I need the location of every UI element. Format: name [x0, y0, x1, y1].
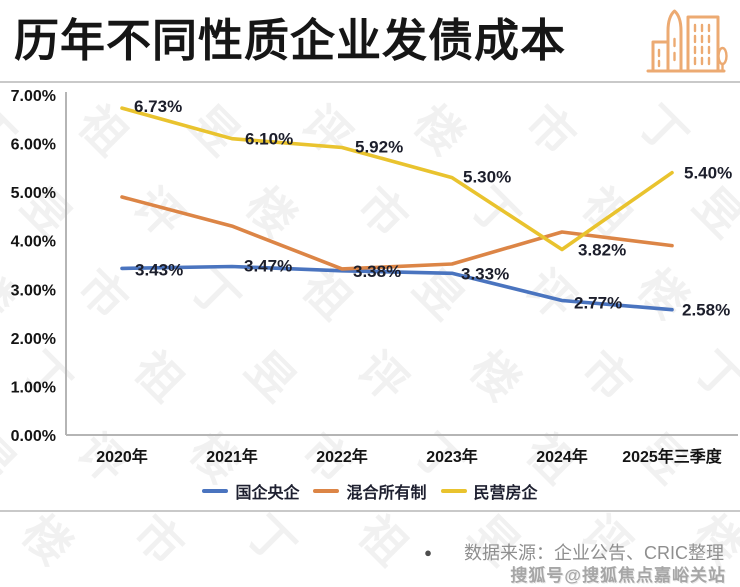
data-label: 2.58% — [682, 301, 730, 320]
sohu-watermark-text: 搜狐号@搜狐焦点嘉峪关站 — [510, 566, 726, 585]
x-axis-tick-label: 2020年 — [96, 447, 148, 466]
x-axis-tick-label: 2023年 — [426, 447, 478, 466]
y-axis-tick-label: 0.00% — [11, 428, 56, 445]
legend-label-mixed: 混合所有制 — [346, 485, 427, 502]
x-axis-tick-label: 2025年三季度 — [622, 447, 723, 466]
data-label: 3.43% — [135, 260, 183, 279]
line-chart: 7.00% 6.00% 5.00% 4.00% 3.00% 2.00% 1.00% 0.00%… — [11, 88, 738, 466]
series-line-0 — [120, 264, 674, 312]
legend-label-private: 民营房企 — [473, 485, 538, 502]
data-source-text: 数据来源：企业公告、CRIC整理 — [464, 543, 724, 563]
data-label: 3.38% — [353, 262, 401, 281]
x-axis-tick-label: 2021年 — [206, 447, 258, 466]
y-axis-tick-label: 3.00% — [11, 282, 56, 299]
bullet-icon: ● — [424, 545, 432, 560]
legend-label-soe: 国企央企 — [235, 485, 300, 502]
data-label: 6.73% — [134, 97, 182, 116]
data-label: 2.77% — [574, 293, 622, 312]
x-axis-tick-label: 2024年 — [536, 447, 588, 466]
y-axis-tick-label: 4.00% — [11, 234, 56, 251]
data-label: 5.40% — [684, 164, 732, 183]
series-line-1 — [120, 195, 674, 271]
buildings-icon-svg — [646, 9, 728, 73]
header: 历年不同性质企业发债成本 — [0, 0, 740, 81]
series-line-2 — [120, 106, 674, 252]
chart-legend: 国企央企 混合所有制 民营房企 — [0, 478, 740, 504]
data-label: 5.30% — [463, 168, 511, 187]
legend-item-mixed: 混合所有制 — [313, 479, 427, 503]
legend-swatch-mixed — [313, 489, 340, 493]
y-axis-tick-label: 6.00% — [11, 137, 56, 154]
y-axis-tick-label: 7.00% — [11, 88, 56, 105]
buildings-icon — [644, 4, 728, 78]
y-axis-tick-label: 2.00% — [11, 331, 56, 348]
data-source-line: ● 数据来源：企业公告、CRIC整理 — [424, 539, 724, 565]
x-axis-tick-label: 2022年 — [316, 447, 368, 466]
data-label: 6.10% — [245, 130, 293, 149]
footer-divider — [0, 510, 740, 512]
legend-swatch-soe — [202, 489, 229, 493]
data-label: 5.92% — [355, 137, 403, 156]
page-title: 历年不同性质企业发债成本 — [14, 15, 567, 66]
header-divider — [0, 81, 740, 83]
data-label: 3.47% — [244, 256, 292, 275]
data-label: 3.82% — [578, 240, 626, 259]
legend-item-private: 民营房企 — [440, 479, 538, 503]
y-axis-tick-label: 1.00% — [11, 379, 56, 396]
data-label: 3.33% — [461, 264, 509, 283]
legend-swatch-private — [440, 489, 467, 493]
y-axis-tick-label: 5.00% — [11, 185, 56, 202]
legend-item-soe: 国企央企 — [202, 479, 299, 503]
